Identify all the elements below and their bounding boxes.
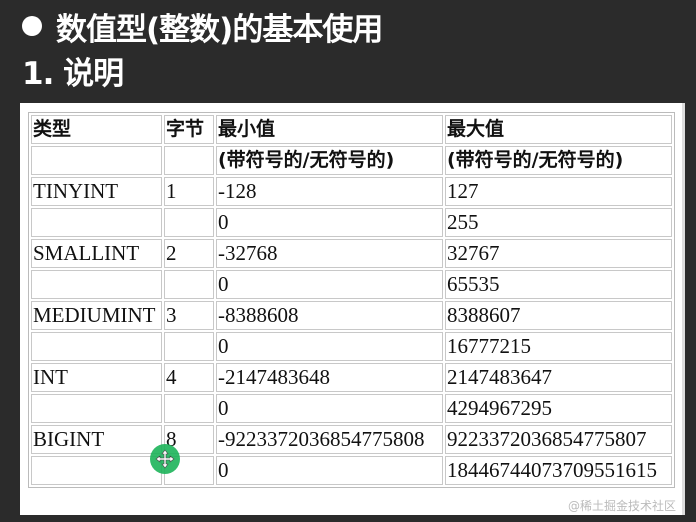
table-cell: SMALLINT [31,239,162,268]
table-cell: 2 [164,239,214,268]
subheader-cell: (带符号的/无符号的) [445,146,672,175]
table-cell: 32767 [445,239,672,268]
table-cell: 8388607 [445,301,672,330]
table-cell: 0 [216,456,443,485]
table-cell: 9223372036854775807 [445,425,672,454]
slide-subtitle: 1. 说明 [22,56,124,92]
table-cell: BIGINT [31,425,162,454]
header-cell: 最小值 [216,115,443,144]
table-row: 0 16777215 [31,332,672,361]
table-cell: -2147483648 [216,363,443,392]
table-panel: 类型 字节 最小值 最大值 (带符号的/无符号的) (带符号的/无符号的) TI… [20,103,685,515]
slide-title-text: 数值型(整数)的基本使用 [56,12,383,48]
table-cell: -8388608 [216,301,443,330]
slide-title: 数值型(整数)的基本使用 [22,4,383,49]
table-cell [164,270,214,299]
table-cell: 127 [445,177,672,206]
table-cell: 3 [164,301,214,330]
table-cell: -128 [216,177,443,206]
watermark: @稀土掘金技术社区 [567,499,676,513]
subheader-cell [164,146,214,175]
table-cell: 0 [216,208,443,237]
header-cell: 类型 [31,115,162,144]
table-cell [31,332,162,361]
table-cell: 18446744073709551615 [445,456,672,485]
table-cell [164,332,214,361]
table-cell: 8 [164,425,214,454]
int-types-table: 类型 字节 最小值 最大值 (带符号的/无符号的) (带符号的/无符号的) TI… [28,112,675,488]
table-row: 0 4294967295 [31,394,672,423]
table-cell: 4294967295 [445,394,672,423]
table-cell [31,394,162,423]
table-row: 0 18446744073709551615 [31,456,672,485]
table-row: BIGINT 8 -9223372036854775808 9223372036854… [31,425,672,454]
table-row: MEDIUMINT 3 -8388608 8388607 [31,301,672,330]
table-cell: 255 [445,208,672,237]
table-subheader-row: (带符号的/无符号的) (带符号的/无符号的) [31,146,672,175]
table-cell: 65535 [445,270,672,299]
subheader-cell: (带符号的/无符号的) [216,146,443,175]
table-row: TINYINT 1 -128 127 [31,177,672,206]
header-cell: 最大值 [445,115,672,144]
table-cell: 1 [164,177,214,206]
table-cell: 2147483647 [445,363,672,392]
bullet-icon [22,16,42,36]
table-cell: 4 [164,363,214,392]
table-row: 0 255 [31,208,672,237]
header-cell: 字节 [164,115,214,144]
table-cell: MEDIUMINT [31,301,162,330]
table-cell [164,394,214,423]
table-cell: 0 [216,270,443,299]
table-row: 0 65535 [31,270,672,299]
table-cell: 16777215 [445,332,672,361]
move-cursor-icon [150,444,180,474]
table-cell [31,208,162,237]
table-cell: TINYINT [31,177,162,206]
table-cell: -9223372036854775808 [216,425,443,454]
table-cell [31,456,162,485]
subheader-cell [31,146,162,175]
table-cell [31,270,162,299]
table-cell: 0 [216,394,443,423]
table-cell: INT [31,363,162,392]
table-cell [164,208,214,237]
table-row: SMALLINT 2 -32768 32767 [31,239,672,268]
table-header-row: 类型 字节 最小值 最大值 [31,115,672,144]
table-row: INT 4 -2147483648 2147483647 [31,363,672,392]
table-cell: 0 [216,332,443,361]
table-cell: -32768 [216,239,443,268]
move-arrows-icon [155,449,175,469]
